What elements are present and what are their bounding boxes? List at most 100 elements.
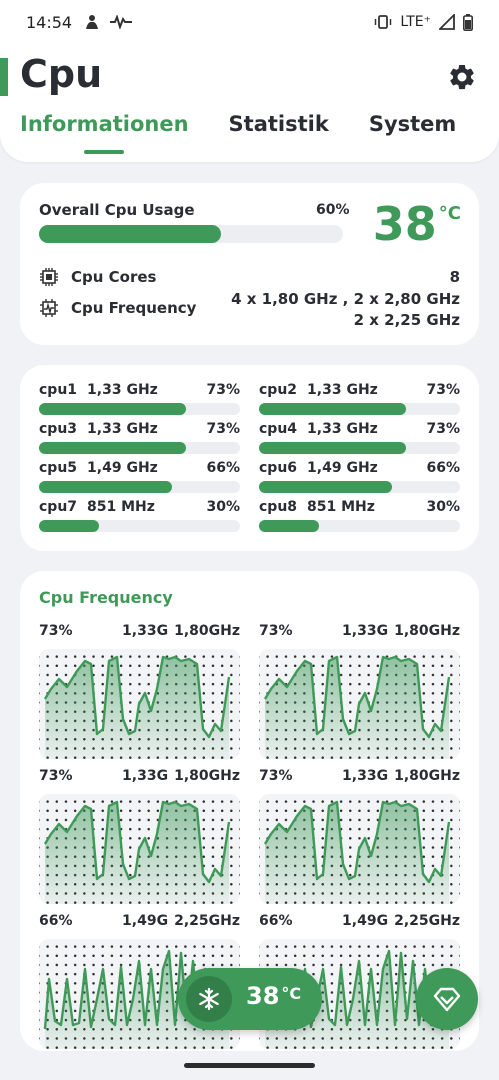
- tab-statistik[interactable]: Statistik: [228, 112, 329, 136]
- cpu-core-bar: [259, 481, 460, 493]
- cpu-core-bar-fill: [259, 403, 406, 415]
- cpu-core-bar: [39, 481, 240, 493]
- cpu-core-item: cpu6 1,49 GHz 66%: [259, 460, 460, 493]
- cpu-temperature: 38 °C: [373, 197, 461, 251]
- frequency-graph: [39, 794, 240, 904]
- frequency-value-line2: 2 x 2,25 GHz: [353, 311, 460, 329]
- chip-pulse-icon: [40, 299, 58, 317]
- temperature-pill-button[interactable]: 38 °C: [178, 968, 322, 1030]
- cpu-core-bar: [259, 442, 460, 454]
- cpu-core-item: cpu1 1,33 GHz 73%: [39, 382, 240, 415]
- cpu-core-name: cpu7: [39, 499, 78, 515]
- pulse-icon: [110, 15, 133, 29]
- cpu-core-frequency: 1,49 GHz: [87, 460, 158, 476]
- frequency-graph-item: 73% 1,33G 1,80GHz: [39, 768, 240, 904]
- cpu-core-header: cpu4 1,33 GHz 73%: [259, 421, 460, 437]
- cpu-core-item: cpu8 851 MHz 30%: [259, 499, 460, 532]
- frequency-graph-percent: 73%: [39, 768, 73, 784]
- cpu-core-name: cpu8: [259, 499, 298, 515]
- frequency-graph-svg: [43, 949, 231, 1049]
- cpu-core-percent: 73%: [206, 421, 240, 437]
- battery-icon: [463, 13, 473, 31]
- frequency-graph-current: 1,49G: [122, 913, 169, 929]
- frequency-graph-line: [43, 655, 231, 739]
- frequency-graph-percent: 66%: [259, 913, 293, 929]
- cpu-core-header: cpu6 1,49 GHz 66%: [259, 460, 460, 476]
- cpu-core-frequency: 851 MHz: [307, 499, 375, 515]
- cpu-core-percent: 30%: [426, 499, 460, 515]
- frequency-value-line1: 4 x 1,80 GHz , 2 x 2,80 GHz: [231, 290, 460, 308]
- frequency-graph-svg: [263, 655, 451, 759]
- cpu-temperature-unit: °C: [438, 203, 461, 224]
- frequency-graph-area: [45, 657, 229, 759]
- cpu-core-percent: 30%: [206, 499, 240, 515]
- frequency-graph-svg: [43, 655, 231, 759]
- app-header: Cpu Informationen Statistik System: [0, 44, 499, 162]
- cpu-core-bar-fill: [39, 403, 186, 415]
- cpu-frequency-title: Cpu Frequency: [39, 588, 173, 607]
- overall-usage-label: Overall Cpu Usage: [39, 201, 195, 219]
- cpu-core-item: cpu4 1,33 GHz 73%: [259, 421, 460, 454]
- overall-usage-bar: [39, 225, 343, 243]
- frequency-graph-header: 73% 1,33G 1,80GHz: [259, 623, 460, 643]
- status-time: 14:54: [26, 12, 73, 32]
- gesture-nav-handle[interactable]: [184, 1063, 315, 1068]
- gear-icon[interactable]: [447, 62, 477, 92]
- cpu-core-header: cpu1 1,33 GHz 73%: [39, 382, 240, 398]
- cpu-core-percent: 73%: [426, 382, 460, 398]
- frequency-graph-header: 66% 1,49G 2,25GHz: [259, 913, 460, 933]
- snowflake-icon: [186, 976, 232, 1022]
- title-accent-bar: [0, 58, 8, 96]
- frequency-graph-svg: [43, 800, 231, 904]
- frequency-graph-max: 1,80GHz: [174, 623, 240, 639]
- frequency-graph-current: 1,33G: [122, 623, 169, 639]
- frequency-graph-header: 73% 1,33G 1,80GHz: [39, 768, 240, 788]
- frequency-graph-percent: 73%: [259, 623, 293, 639]
- frequency-graph-current: 1,33G: [122, 768, 169, 784]
- cpu-core-item: cpu2 1,33 GHz 73%: [259, 382, 460, 415]
- overall-usage-percent: 60%: [316, 202, 350, 218]
- vibrate-icon: [375, 15, 392, 29]
- cpu-core-item: cpu7 851 MHz 30%: [39, 499, 240, 532]
- cpu-core-percent: 73%: [206, 382, 240, 398]
- tab-system[interactable]: System: [368, 112, 457, 136]
- cores-value: 8: [449, 268, 460, 286]
- cores-label: Cpu Cores: [71, 268, 157, 286]
- frequency-graph-max: 1,80GHz: [174, 768, 240, 784]
- frequency-graph-item: 73% 1,33G 1,80GHz: [259, 623, 460, 759]
- frequency-row: Cpu Frequency: [39, 298, 196, 318]
- tab-bar: Informationen Statistik System: [20, 112, 456, 136]
- cpu-core-item: cpu5 1,49 GHz 66%: [39, 460, 240, 493]
- pill-temperature-value: 38: [246, 982, 280, 1010]
- frequency-graph-current: 1,49G: [342, 913, 389, 929]
- cpu-core-item: cpu3 1,33 GHz 73%: [39, 421, 240, 454]
- cpu-core-bar-fill: [39, 442, 186, 454]
- cpu-core-percent: 66%: [206, 460, 240, 476]
- frequency-value: 4 x 1,80 GHz , 2 x 2,80 GHz 2 x 2,25 GHz: [231, 289, 460, 331]
- notification-person-icon: [86, 15, 99, 29]
- frequency-graph-max: 2,25GHz: [394, 913, 460, 929]
- network-type: LTE⁺: [400, 14, 431, 30]
- frequency-graph-percent: 73%: [259, 768, 293, 784]
- frequency-graph-line: [43, 800, 231, 884]
- cpu-core-bar: [39, 442, 240, 454]
- signal-icon: [439, 14, 455, 30]
- frequency-graph-area: [265, 657, 449, 759]
- cpu-core-header: cpu2 1,33 GHz 73%: [259, 382, 460, 398]
- overview-card: Overall Cpu Usage 60% 38 °C Cpu Cores 8 C…: [20, 183, 479, 345]
- frequency-graph-svg: [263, 800, 451, 904]
- pill-temperature: 38 °C: [246, 982, 301, 1010]
- cpu-core-name: cpu5: [39, 460, 78, 476]
- cpu-core-frequency: 851 MHz: [87, 499, 155, 515]
- frequency-graph-line: [43, 949, 231, 1030]
- frequency-graph-header: 73% 1,33G 1,80GHz: [259, 768, 460, 788]
- tab-informationen[interactable]: Informationen: [20, 112, 189, 136]
- cpu-core-bar: [259, 403, 460, 415]
- frequency-graph-item: 73% 1,33G 1,80GHz: [259, 768, 460, 904]
- heart-gem-fab-button[interactable]: [416, 968, 478, 1030]
- cpu-core-name: cpu6: [259, 460, 298, 476]
- frequency-graph-max: 2,25GHz: [174, 913, 240, 929]
- cpu-core-frequency: 1,33 GHz: [307, 382, 378, 398]
- frequency-graph-current: 1,33G: [342, 623, 389, 639]
- cpu-core-name: cpu2: [259, 382, 298, 398]
